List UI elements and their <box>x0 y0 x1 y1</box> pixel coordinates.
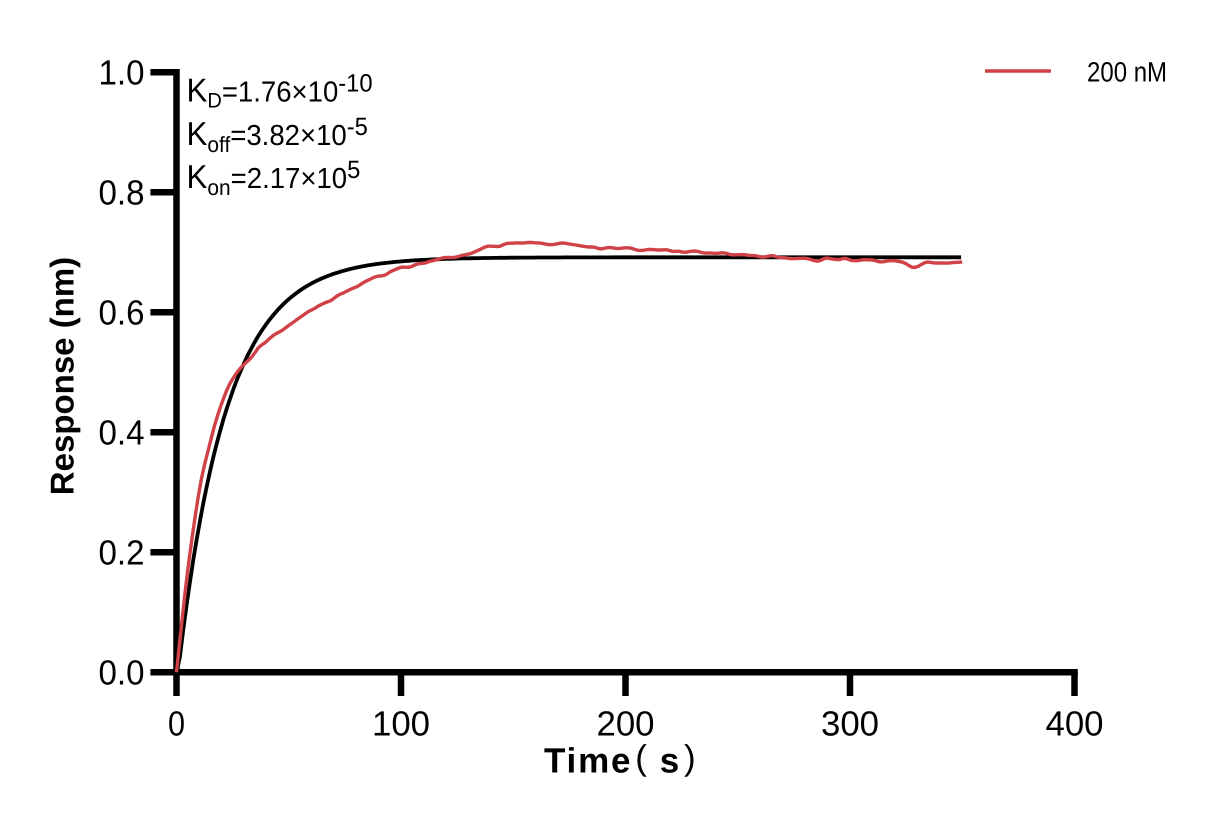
svg-text:0.2: 0.2 <box>99 533 145 572</box>
svg-text:Koff=3.82×10-5: Koff=3.82×10-5 <box>187 113 368 157</box>
svg-text:0: 0 <box>168 705 185 744</box>
svg-text:0.0: 0.0 <box>99 653 145 692</box>
svg-text:0.4: 0.4 <box>99 413 145 452</box>
svg-text:400: 400 <box>1045 705 1103 744</box>
svg-text:Time(s): Time(s) <box>544 739 697 781</box>
svg-text:100: 100 <box>372 705 430 744</box>
svg-text:200 nM: 200 nM <box>1087 57 1167 88</box>
svg-text:0.6: 0.6 <box>99 293 145 332</box>
svg-text:1.0: 1.0 <box>99 53 145 92</box>
svg-text:200: 200 <box>596 705 654 744</box>
svg-text:300: 300 <box>821 705 879 744</box>
svg-text:KD=1.76×10-10: KD=1.76×10-10 <box>187 70 373 113</box>
svg-text:0.8: 0.8 <box>99 173 145 212</box>
svg-text:Response (nm): Response (nm) <box>44 257 81 495</box>
svg-text:Kon=2.17×105: Kon=2.17×105 <box>187 156 361 200</box>
